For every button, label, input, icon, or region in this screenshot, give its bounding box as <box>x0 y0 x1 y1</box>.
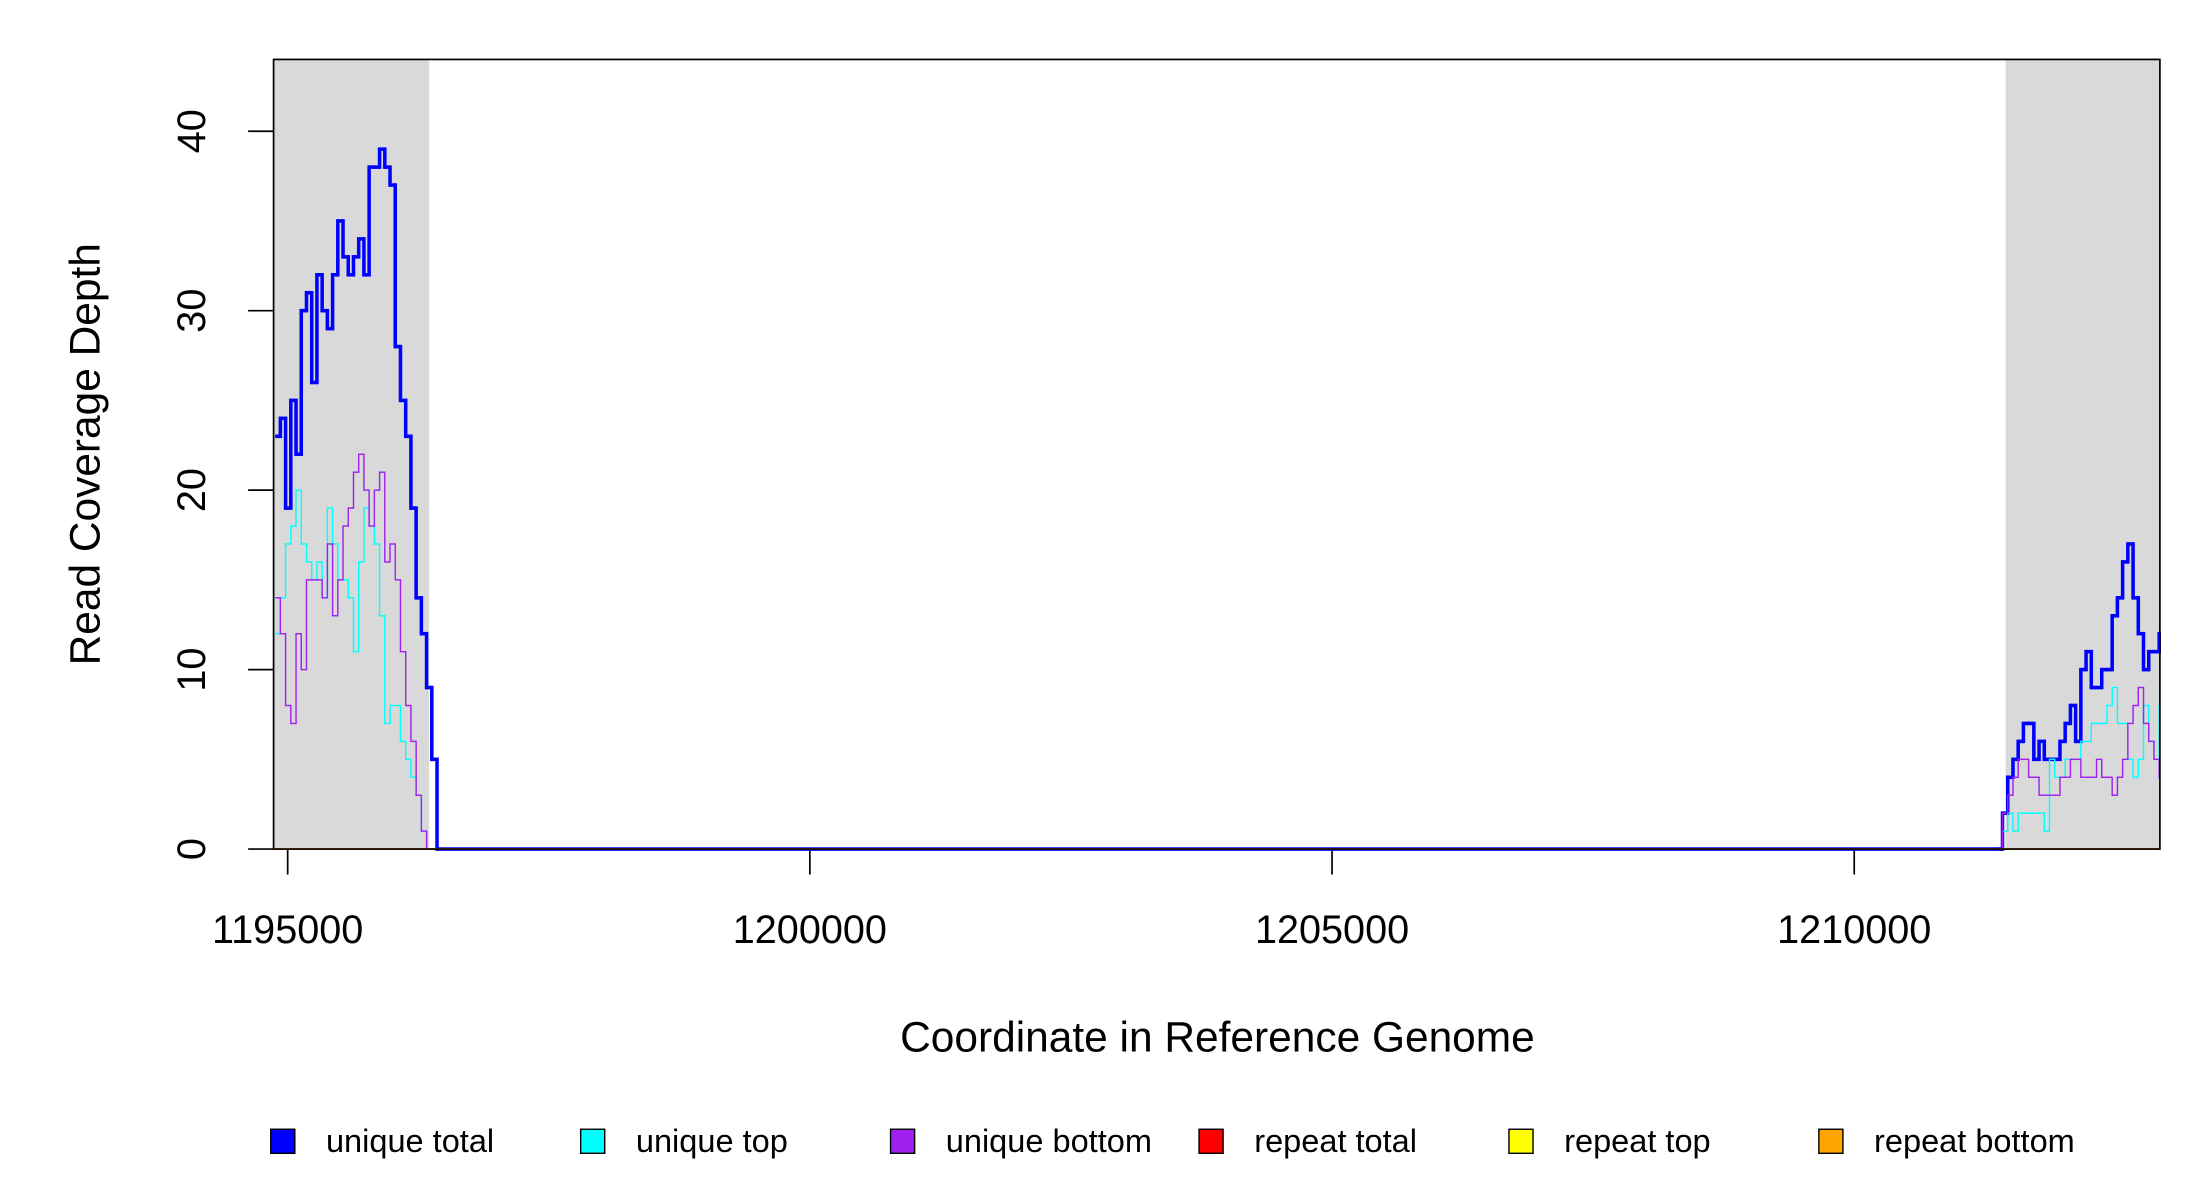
series <box>275 489 2160 850</box>
legend-label: repeat top <box>1564 1123 1711 1159</box>
y-tick-label: 0 <box>170 838 214 860</box>
x-tick-label: 1195000 <box>212 908 363 952</box>
legend-swatch <box>1818 1128 1844 1155</box>
legend-label: repeat bottom <box>1874 1123 2075 1159</box>
x-tick-label: 1210000 <box>1777 908 1931 952</box>
y-axis-title: Read Coverage Depth <box>61 243 108 665</box>
legend-swatch <box>270 1128 296 1155</box>
x-tick-label: 1205000 <box>1255 908 1409 952</box>
series <box>275 453 2160 850</box>
x-tick-label: 1200000 <box>733 908 887 952</box>
legend-swatch <box>579 1128 606 1155</box>
legend-label: unique top <box>636 1123 788 1159</box>
plot-frame <box>272 58 2161 850</box>
legend-swatch <box>1508 1128 1534 1155</box>
legend-label: unique total <box>326 1123 494 1159</box>
shaded-region <box>2005 59 2160 850</box>
series <box>275 147 2161 851</box>
legend-label: repeat total <box>1254 1123 1417 1159</box>
x-axis-title: Coordinate in Reference Genome <box>900 1013 1535 1060</box>
y-tick-label: 20 <box>170 468 214 512</box>
y-tick-label: 10 <box>170 648 214 692</box>
legend-label: unique bottom <box>946 1123 1152 1159</box>
y-tick-label: 30 <box>170 289 214 333</box>
y-tick-label: 40 <box>170 109 214 153</box>
legend-swatch <box>1198 1128 1224 1155</box>
legend-swatch <box>889 1128 916 1155</box>
